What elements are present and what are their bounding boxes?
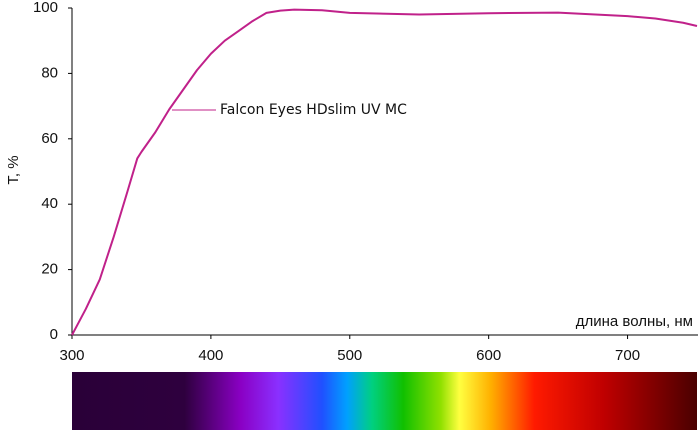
x-tick-label: 700 [615, 347, 640, 364]
x-tick-label: 400 [198, 347, 223, 364]
y-tick-label: 60 [41, 130, 58, 147]
y-tick-label: 0 [50, 326, 58, 343]
x-axis-label: длина волны, нм [576, 313, 693, 330]
y-tick-label: 100 [33, 0, 58, 16]
x-tick-label: 600 [476, 347, 501, 364]
y-axis-label: T, % [5, 155, 22, 184]
y-tick-label: 20 [41, 261, 58, 278]
x-tick-label: 300 [59, 347, 84, 364]
annotation: Falcon Eyes HDslim UV MC [220, 102, 407, 118]
y-tick-label: 40 [41, 195, 58, 212]
data-line [71, 8, 698, 336]
x-tick-label: 500 [337, 347, 362, 364]
spectrum-bar [72, 372, 697, 430]
y-tick-label: 80 [41, 64, 58, 81]
